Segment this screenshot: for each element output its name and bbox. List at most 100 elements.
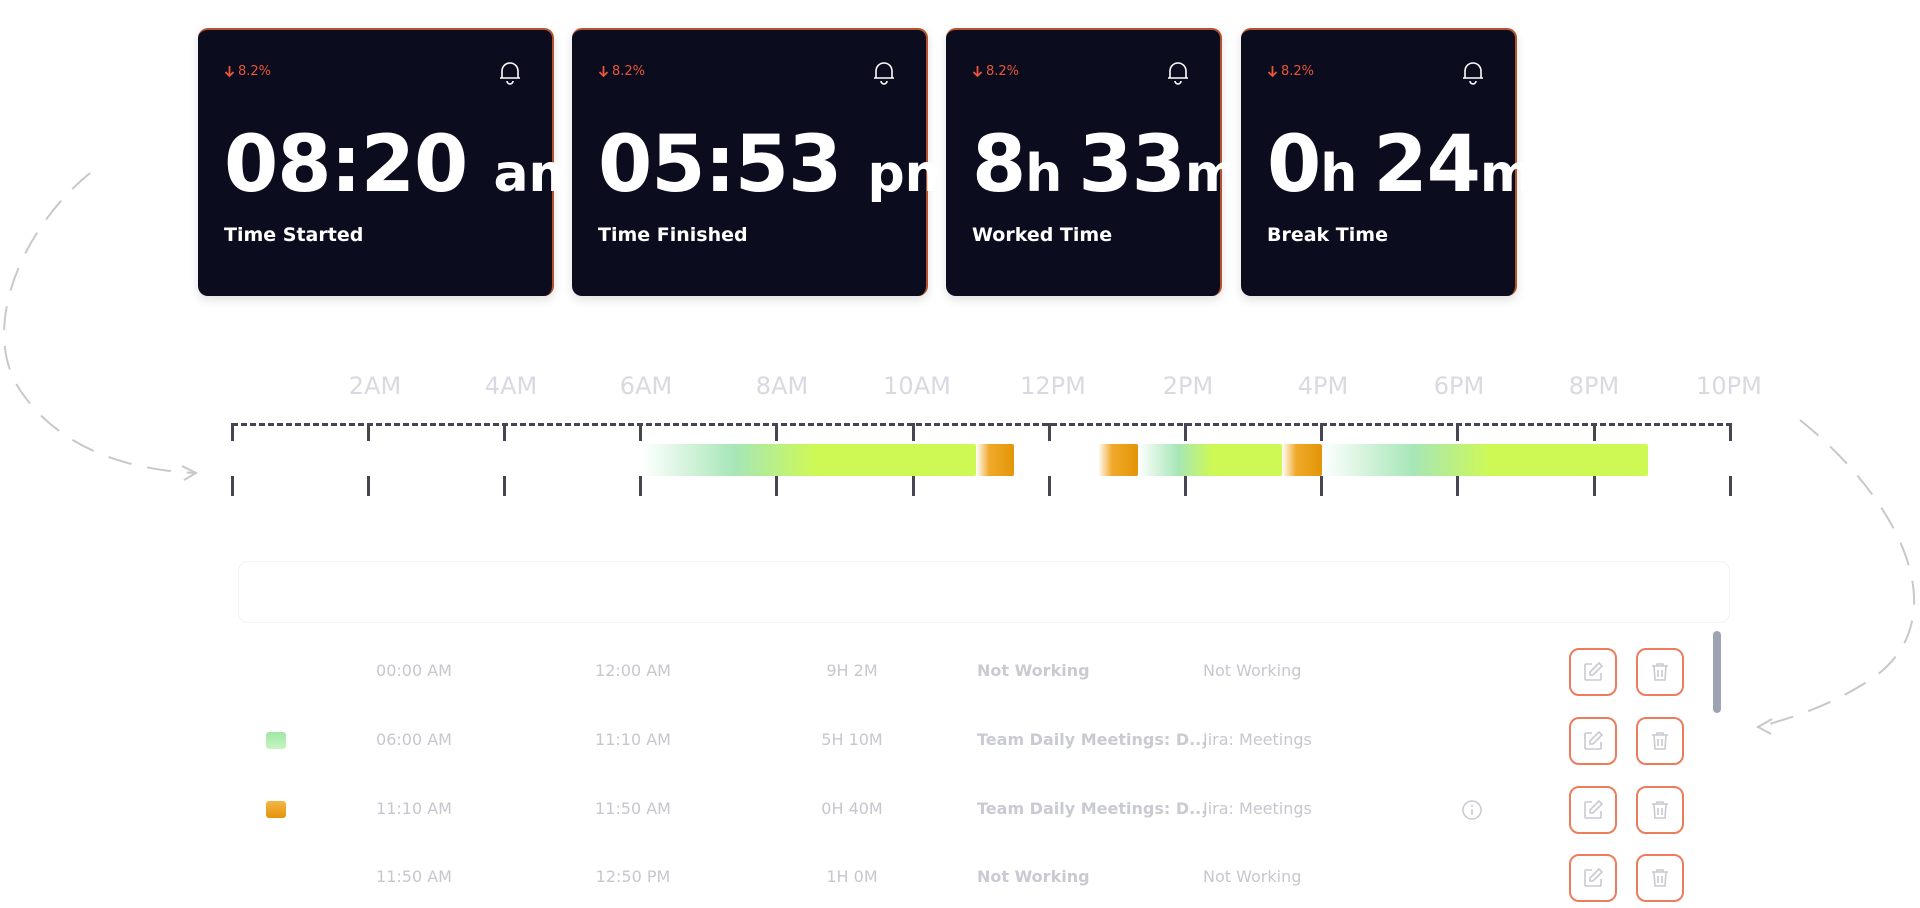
timeline-work-segment[interactable] (1138, 444, 1282, 476)
timeline-work-segment[interactable] (642, 444, 976, 476)
trend-indicator: 8.2% (972, 64, 1019, 79)
stat-value-unit: am (493, 144, 583, 204)
timeline-tick (1593, 423, 1596, 441)
break-color-swatch (266, 801, 286, 818)
delete-button[interactable] (1636, 717, 1684, 765)
edit-icon (1584, 730, 1604, 750)
bell-icon[interactable] (1164, 58, 1192, 86)
edit-icon (1584, 661, 1604, 681)
timeline-hour-label: 6AM (619, 372, 673, 400)
edit-button[interactable] (1569, 854, 1617, 902)
stat-value: 08:20 am (224, 126, 583, 204)
stat-value: 8h 33m (972, 126, 1239, 204)
task-cell: Not Working (977, 867, 1090, 886)
timeline-tick (639, 423, 642, 441)
edit-button[interactable] (1569, 648, 1617, 696)
timeline-tick (367, 423, 370, 441)
stat-card-time-finished: 8.2% 05:53 pm Time Finished (572, 28, 959, 296)
trash-icon (1652, 801, 1668, 819)
timeline-hour-label: 4AM (484, 372, 538, 400)
timeline-break-segment[interactable] (1098, 444, 1138, 476)
timeline-tick (1456, 423, 1459, 441)
stat-value: 05:53 pm (598, 126, 959, 204)
trash-icon (1652, 663, 1668, 681)
timeline-tick (1048, 423, 1051, 441)
arrow-down-icon (1267, 66, 1278, 78)
task-cell: Team Daily Meetings: D... (977, 799, 1208, 818)
trash-icon (1652, 869, 1668, 887)
timeline-tick (1729, 476, 1732, 496)
type-cell: Not Working (1203, 661, 1302, 680)
end-time-cell: 12:50 PM (595, 867, 671, 886)
timeline-break-segment[interactable] (976, 444, 1014, 476)
delete-button[interactable] (1636, 786, 1684, 834)
stat-label: Time Started (224, 224, 364, 246)
task-cell: Not Working (977, 661, 1090, 680)
arrow-down-icon (224, 66, 235, 78)
edit-button[interactable] (1569, 786, 1617, 834)
stat-label: Break Time (1267, 224, 1388, 246)
minutes-value: 33 (1078, 120, 1186, 210)
timeline-tick (775, 423, 778, 441)
timeline-tick (231, 423, 234, 441)
end-time-cell: 11:50 AM (595, 799, 671, 818)
work-color-swatch (266, 732, 286, 749)
timeline-axis (232, 423, 1732, 426)
end-time-cell: 12:00 AM (595, 661, 671, 680)
table-row: 00:00 AM 12:00 AM 9H 2M Not Working Not … (0, 637, 1920, 706)
stat-card-worked-time: 8.2% 8h 33m Worked Time (946, 28, 1239, 296)
duration-cell: 5H 10M (821, 730, 883, 749)
table-scrollbar[interactable] (1713, 631, 1721, 713)
timeline-tick (1184, 476, 1187, 496)
stat-label: Worked Time (972, 224, 1113, 246)
stat-value: 0h 24m (1267, 126, 1534, 204)
hours-value: 0 (1267, 120, 1321, 210)
table-row: 11:50 AM 12:50 PM 1H 0M Not Working Not … (0, 843, 1920, 908)
type-cell: Jira: Meetings (1203, 799, 1312, 818)
end-time-cell: 11:10 AM (595, 730, 671, 749)
table-header (238, 561, 1730, 623)
info-icon[interactable] (1461, 799, 1483, 821)
delete-button[interactable] (1636, 854, 1684, 902)
timeline-tick (1320, 423, 1323, 441)
type-cell: Jira: Meetings (1203, 730, 1312, 749)
arrow-down-icon (598, 66, 609, 78)
timeline-tick (367, 476, 370, 496)
table-row: 06:00 AM 11:10 AM 5H 10M Team Daily Meet… (0, 706, 1920, 775)
stat-value-unit: pm (867, 144, 959, 204)
timeline-hour-label: 8PM (1568, 372, 1620, 400)
trend-value: 8.2% (1281, 64, 1315, 79)
stat-value-main: 05:53 (598, 120, 842, 210)
trend-value: 8.2% (612, 64, 646, 79)
bell-icon[interactable] (870, 58, 898, 86)
timeline-tick (503, 476, 506, 496)
stat-card-break-time: 8.2% 0h 24m Break Time (1241, 28, 1534, 296)
edit-button[interactable] (1569, 717, 1617, 765)
timeline-hour-label: 2AM (348, 372, 402, 400)
timeline-hour-label: 2PM (1162, 372, 1214, 400)
minutes-unit: m (1184, 144, 1240, 204)
timeline-break-segment[interactable] (1282, 444, 1322, 476)
bell-icon[interactable] (496, 58, 524, 86)
delete-button[interactable] (1636, 648, 1684, 696)
timeline-tick (1456, 476, 1459, 496)
hours-unit: h (1025, 144, 1063, 204)
trend-indicator: 8.2% (224, 64, 271, 79)
arrow-down-icon (972, 66, 983, 78)
timeline-tick (639, 476, 642, 496)
bell-icon[interactable] (1459, 58, 1487, 86)
stat-value-main: 08:20 (224, 120, 468, 210)
timeline-work-segment[interactable] (1322, 444, 1648, 476)
timeline-tick (1184, 423, 1187, 441)
timeline-hour-label: 6PM (1433, 372, 1485, 400)
timeline-hour-label: 10AM (883, 372, 951, 400)
duration-cell: 1H 0M (826, 867, 878, 886)
minutes-value: 24 (1373, 120, 1481, 210)
hours-unit: h (1320, 144, 1358, 204)
timeline-tick (1729, 423, 1732, 441)
start-time-cell: 11:50 AM (376, 867, 452, 886)
trend-indicator: 8.2% (598, 64, 645, 79)
timeline-tick (231, 476, 234, 496)
trend-value: 8.2% (238, 64, 272, 79)
trend-indicator: 8.2% (1267, 64, 1314, 79)
